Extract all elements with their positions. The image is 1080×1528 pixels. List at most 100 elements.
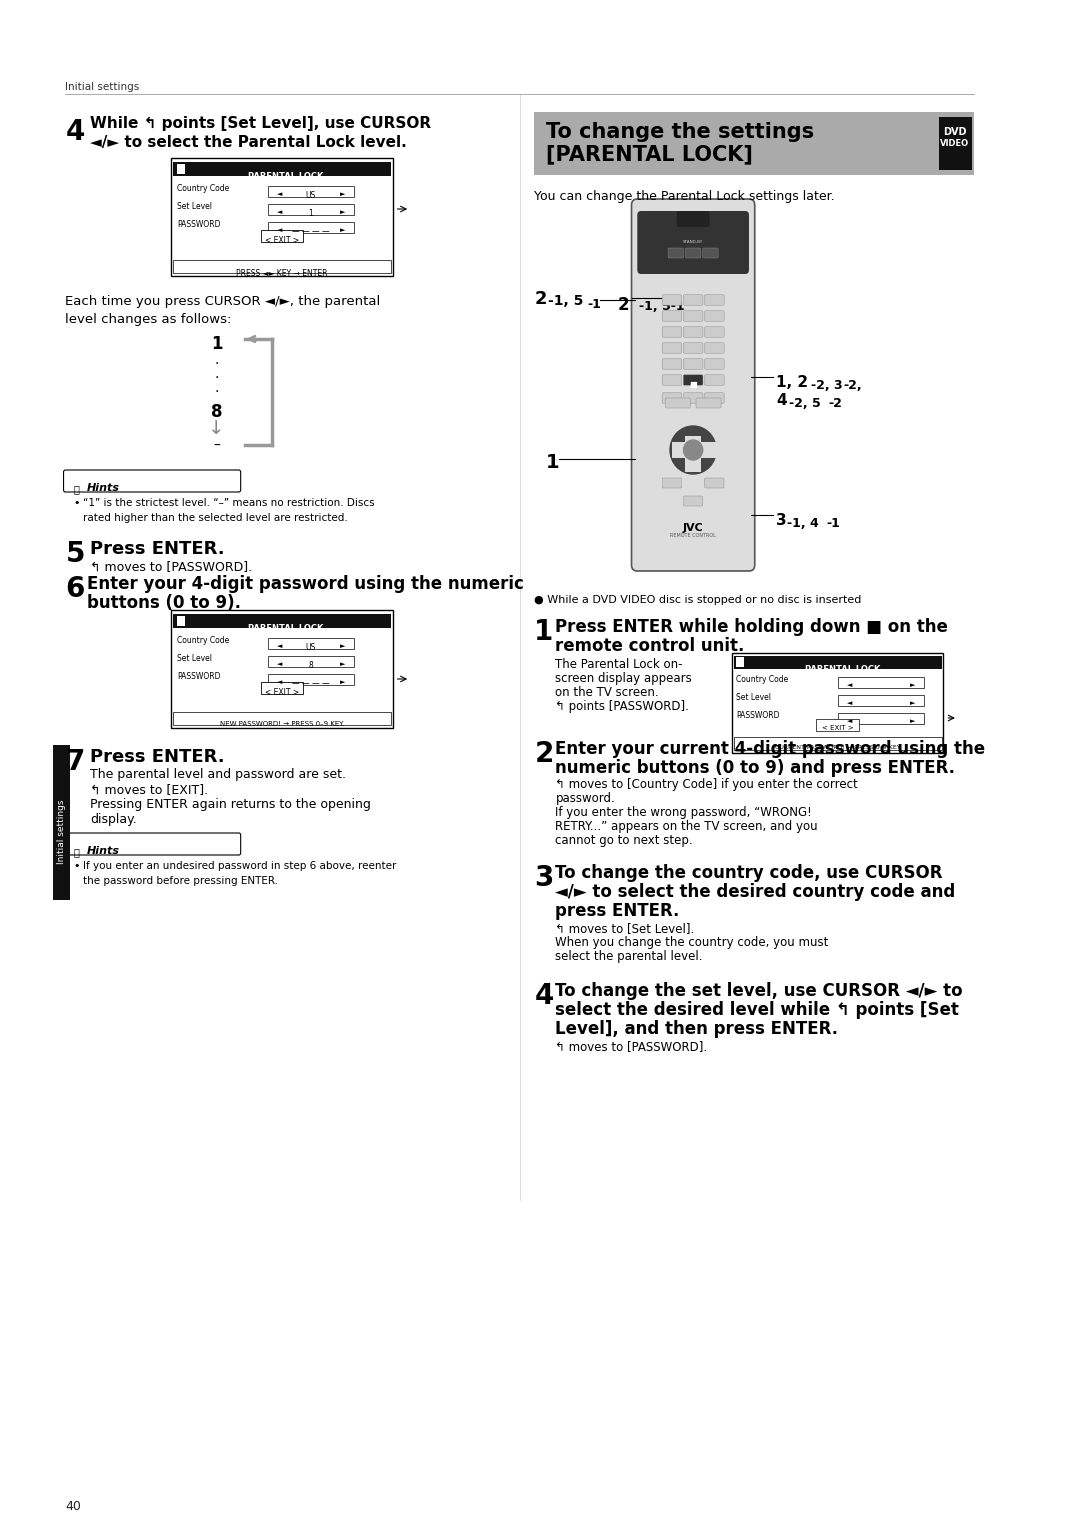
FancyBboxPatch shape — [704, 374, 724, 385]
Text: 4: 4 — [535, 983, 554, 1010]
Text: level changes as follows:: level changes as follows: — [66, 313, 232, 325]
Text: Press ENTER while holding down ■ on the: Press ENTER while holding down ■ on the — [555, 617, 948, 636]
Text: Initial settings: Initial settings — [66, 83, 139, 92]
Bar — [173, 162, 391, 176]
Text: ◄: ◄ — [278, 191, 283, 197]
Text: remote control unit.: remote control unit. — [555, 637, 745, 656]
Text: ►: ► — [909, 681, 915, 688]
FancyBboxPatch shape — [704, 295, 724, 306]
Text: ►: ► — [340, 662, 346, 668]
Text: ↰ moves to [Set Level].: ↰ moves to [Set Level]. — [555, 921, 694, 935]
Circle shape — [684, 440, 703, 460]
Text: 3: 3 — [535, 863, 554, 892]
Text: ►: ► — [340, 209, 346, 215]
Text: To change the settings: To change the settings — [545, 122, 814, 142]
FancyBboxPatch shape — [669, 248, 684, 258]
Text: ↰ points [PASSWORD].: ↰ points [PASSWORD]. — [555, 700, 689, 714]
Text: ·: · — [215, 371, 219, 385]
FancyBboxPatch shape — [696, 397, 721, 408]
Text: ◄: ◄ — [278, 209, 283, 215]
Bar — [172, 157, 393, 277]
Text: password.: password. — [555, 792, 616, 805]
Text: Hints: Hints — [86, 847, 120, 856]
Bar — [261, 681, 303, 694]
Bar — [686, 451, 701, 472]
Circle shape — [670, 426, 716, 474]
FancyBboxPatch shape — [637, 211, 748, 274]
Text: 🖐: 🖐 — [73, 484, 79, 494]
FancyBboxPatch shape — [684, 295, 703, 306]
Text: The Parental Lock on-: The Parental Lock on- — [555, 659, 683, 671]
Text: PRESS ◄► KEY → ENTER: PRESS ◄► KEY → ENTER — [237, 269, 328, 278]
Text: Enter your 4-digit password using the numeric: Enter your 4-digit password using the nu… — [86, 575, 524, 593]
Bar — [172, 610, 393, 727]
Text: If you enter the wrong password, “WRONG!: If you enter the wrong password, “WRONG! — [555, 805, 812, 819]
FancyBboxPatch shape — [662, 310, 681, 321]
Text: •: • — [73, 860, 80, 871]
Text: Enter your current 4-digit password using the: Enter your current 4-digit password usin… — [555, 740, 986, 758]
FancyBboxPatch shape — [684, 497, 703, 506]
FancyBboxPatch shape — [684, 327, 703, 338]
Bar — [268, 222, 354, 232]
Text: on the TV screen.: on the TV screen. — [555, 686, 659, 698]
Text: PASSWORD: PASSWORD — [737, 711, 780, 720]
FancyBboxPatch shape — [662, 478, 681, 487]
Text: ● While a DVD VIDEO disc is stopped or no disc is inserted: ● While a DVD VIDEO disc is stopped or n… — [535, 594, 862, 605]
Text: You can change the Parental Lock settings later.: You can change the Parental Lock setting… — [535, 189, 835, 203]
Text: -2: -2 — [828, 397, 842, 410]
Text: ◄/► to select the desired country code and: ◄/► to select the desired country code a… — [555, 883, 956, 902]
Bar — [535, 112, 974, 176]
Text: ◄: ◄ — [278, 678, 283, 685]
Text: -1, 5: -1, 5 — [548, 293, 583, 309]
Bar — [177, 163, 185, 174]
Text: ◄: ◄ — [278, 662, 283, 668]
Text: ◄: ◄ — [278, 228, 283, 232]
FancyBboxPatch shape — [684, 359, 703, 370]
Text: ·: · — [215, 358, 219, 371]
Text: 4: 4 — [66, 118, 85, 147]
Text: Each time you press CURSOR ◄/►, the parental: Each time you press CURSOR ◄/►, the pare… — [66, 295, 381, 309]
Bar — [173, 712, 391, 724]
Text: 🖐: 🖐 — [73, 847, 79, 857]
FancyBboxPatch shape — [662, 374, 681, 385]
Text: < EXIT >: < EXIT > — [822, 724, 853, 730]
Text: Country Code: Country Code — [177, 636, 229, 645]
Text: ↰ moves to [Country Code] if you enter the correct: ↰ moves to [Country Code] if you enter t… — [555, 778, 859, 792]
Bar — [173, 614, 391, 628]
Text: PARENTAL LOCK: PARENTAL LOCK — [248, 173, 324, 180]
Text: US: US — [306, 643, 316, 652]
Text: 8: 8 — [309, 662, 313, 669]
Bar — [672, 442, 693, 458]
Bar — [837, 695, 924, 706]
Text: 2: 2 — [535, 740, 554, 769]
Text: When you change the country code, you must: When you change the country code, you mu… — [555, 937, 828, 949]
Text: Set Level: Set Level — [177, 202, 212, 211]
Text: ►: ► — [340, 228, 346, 232]
Text: ◄: ◄ — [847, 700, 852, 706]
Text: 8: 8 — [211, 403, 222, 422]
Text: Press ENTER.: Press ENTER. — [91, 539, 225, 558]
Text: REMOTE CONTROL: REMOTE CONTROL — [671, 533, 716, 538]
Text: press ENTER.: press ENTER. — [555, 902, 679, 920]
Text: 1: 1 — [211, 335, 222, 353]
Text: PARENTAL LOCK: PARENTAL LOCK — [805, 665, 880, 674]
FancyBboxPatch shape — [662, 342, 681, 353]
Text: ↰ moves to [PASSWORD].: ↰ moves to [PASSWORD]. — [555, 1041, 707, 1053]
Text: Country Code: Country Code — [177, 183, 229, 193]
Text: Pressing ENTER again returns to the opening: Pressing ENTER again returns to the open… — [91, 798, 372, 811]
Text: -1, 5-1: -1, 5-1 — [639, 299, 685, 313]
Text: 1: 1 — [309, 209, 313, 219]
Text: NEW PASSWORD! → PRESS 0–9 KEY.: NEW PASSWORD! → PRESS 0–9 KEY. — [220, 721, 345, 727]
FancyBboxPatch shape — [662, 327, 681, 338]
Text: ►: ► — [340, 678, 346, 685]
Bar — [733, 736, 942, 750]
Text: ◄/► to select the Parental Lock level.: ◄/► to select the Parental Lock level. — [91, 134, 407, 150]
Text: 1, 2: 1, 2 — [775, 374, 808, 390]
FancyBboxPatch shape — [704, 327, 724, 338]
FancyBboxPatch shape — [684, 374, 703, 385]
Text: -1: -1 — [588, 298, 602, 312]
Bar — [268, 656, 354, 668]
Text: -1, 4: -1, 4 — [787, 516, 820, 530]
Text: •: • — [73, 498, 80, 507]
Text: ►: ► — [340, 191, 346, 197]
